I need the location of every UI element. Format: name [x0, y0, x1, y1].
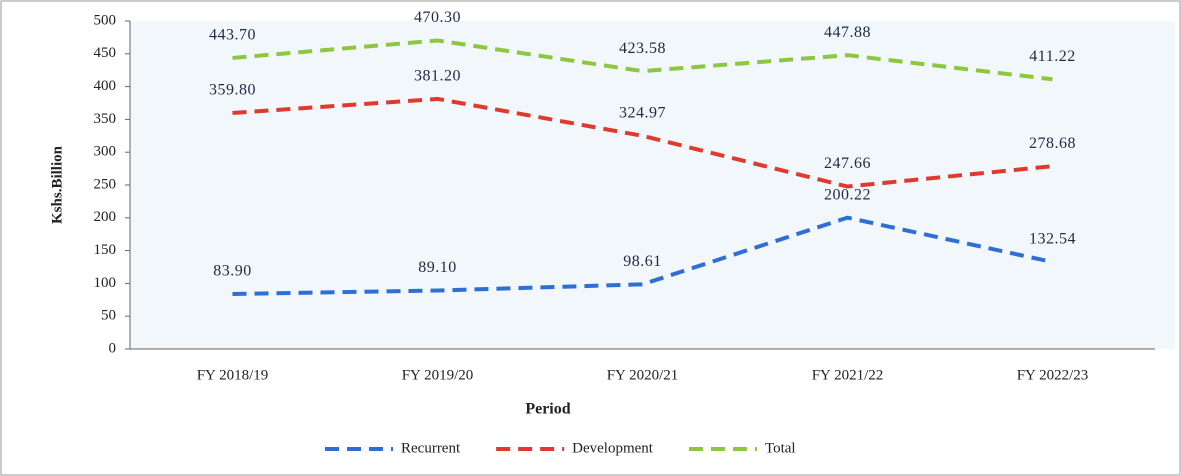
data-label: 98.61: [623, 253, 662, 270]
y-tick-label: 350: [94, 111, 117, 127]
data-label: 359.80: [209, 82, 256, 99]
data-label: 470.30: [414, 9, 461, 26]
y-axis-label: Kshs.Billion: [49, 145, 65, 224]
data-label: 278.68: [1029, 135, 1076, 152]
y-tick-label: 50: [101, 308, 116, 324]
series-line: [232, 215, 1053, 296]
y-tick-label: 400: [94, 78, 117, 94]
series-line: [232, 96, 1053, 189]
y-tick-label: 250: [94, 176, 117, 192]
data-label: 447.88: [824, 24, 871, 41]
x-tick-label: FY 2020/21: [607, 367, 679, 383]
y-tick-label: 200: [94, 209, 117, 225]
x-tick-label: FY 2021/22: [812, 367, 884, 383]
data-label: 89.10: [418, 259, 457, 276]
data-label: 423.58: [619, 40, 666, 57]
data-label: 381.20: [414, 68, 461, 85]
legend-label: Development: [572, 440, 654, 456]
data-label: 324.97: [619, 104, 666, 121]
data-label: 132.54: [1029, 231, 1076, 248]
series-line: [232, 38, 1053, 82]
y-tick-label: 500: [94, 12, 117, 28]
x-tick-label: FY 2019/20: [402, 367, 474, 383]
y-tick-label: 150: [94, 242, 117, 258]
x-axis-label: Period: [525, 401, 570, 418]
data-label: 200.22: [824, 186, 871, 203]
data-label: 247.66: [824, 155, 871, 172]
x-tick-label: FY 2018/19: [197, 367, 269, 383]
data-label: 83.90: [213, 263, 252, 280]
data-label: 411.22: [1029, 48, 1075, 65]
legend-label: Recurrent: [401, 440, 461, 456]
y-tick-label: 300: [94, 144, 117, 160]
y-tick-label: 450: [94, 45, 117, 61]
legend-label: Total: [765, 440, 796, 456]
y-tick-label: 100: [94, 275, 117, 291]
data-label: 443.70: [209, 27, 256, 44]
x-tick-label: FY 2022/23: [1017, 367, 1089, 383]
y-tick-label: 0: [109, 340, 117, 356]
